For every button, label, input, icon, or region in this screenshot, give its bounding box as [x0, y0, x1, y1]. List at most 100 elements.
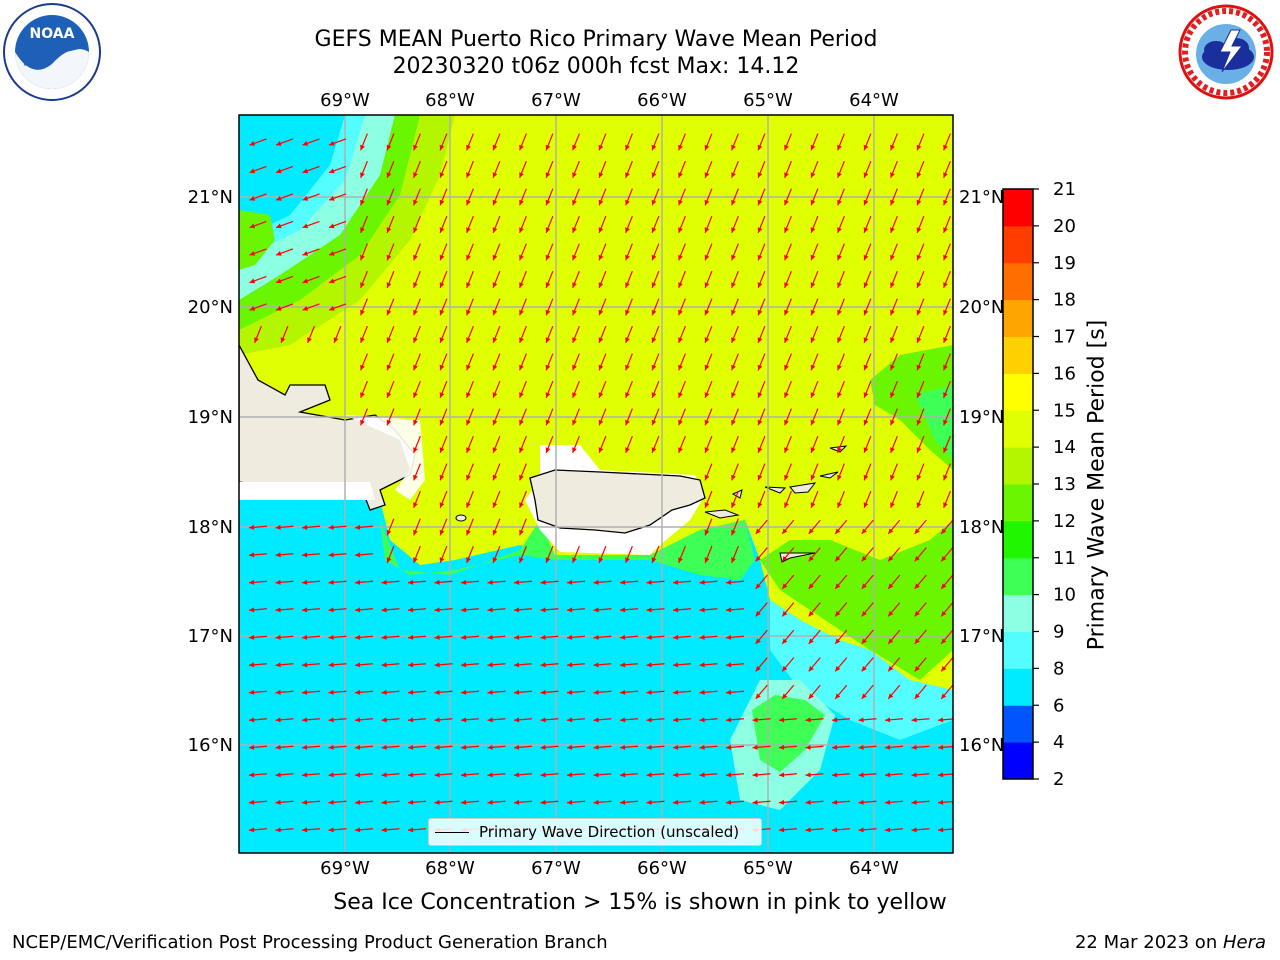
wave-arrow-head — [808, 555, 814, 562]
wave-arrow-head — [911, 827, 917, 833]
wave-arrow-head — [386, 282, 392, 288]
wave-arrow-head — [275, 552, 281, 558]
wave-arrow-head — [540, 634, 546, 640]
colorbar-segment — [1003, 373, 1033, 411]
wave-arrow-head — [434, 689, 440, 695]
wave-arrow-head — [890, 392, 895, 398]
wave-arrow-head — [545, 392, 551, 398]
wave-arrow-head — [810, 282, 816, 288]
wave-arrow-head — [598, 144, 604, 151]
wave-arrow-head — [328, 717, 334, 723]
wave-arrow-head — [386, 144, 392, 151]
wave-arrow-head — [466, 282, 471, 288]
wave-arrow-head — [276, 306, 282, 311]
wave-arrow-head — [598, 227, 604, 233]
wave-arrow-head — [861, 638, 867, 644]
wave-arrow-head — [519, 227, 524, 233]
period-band-ne-darker — [915, 385, 953, 460]
wave-arrow-head — [276, 196, 282, 201]
wave-arrow-head — [678, 254, 683, 261]
wave-arrow-head — [413, 309, 418, 316]
wave-arrow-head — [466, 419, 471, 426]
wave-arrow-head — [439, 447, 445, 453]
wave-arrow-head — [808, 693, 814, 699]
wave-arrow-head — [249, 772, 255, 778]
wave-arrow-head — [916, 392, 922, 398]
wave-arrow-head — [678, 172, 683, 178]
wave-arrow-head — [784, 474, 789, 481]
wave-arrow-head — [784, 502, 789, 508]
wave-arrow-head — [625, 309, 630, 316]
lon-label-bottom: 64°W — [849, 858, 899, 879]
wave-arrow-head — [731, 227, 736, 233]
wave-arrow-head — [808, 583, 814, 589]
wave-arrow-head — [888, 638, 894, 644]
latitude-labels-left: 21°N 20°N 19°N 18°N 17°N 16°N — [188, 187, 233, 756]
wave-arrow-head — [943, 309, 948, 316]
wave-arrow-head — [837, 337, 842, 343]
wave-arrow-head — [355, 717, 361, 723]
wave-arrow-head — [810, 254, 816, 261]
wave-arrow-head — [328, 607, 334, 613]
wave-arrow-head — [810, 392, 816, 398]
wave-arrow-head — [355, 552, 361, 558]
wave-arrow-head — [461, 579, 467, 585]
wave-arrow-head — [757, 172, 763, 178]
colorbar-segment — [1003, 668, 1033, 706]
wave-arrow-head — [302, 306, 309, 311]
wave-arrow-head — [810, 337, 816, 343]
wave-arrow-head — [890, 337, 895, 343]
wave-arrow-head — [360, 419, 365, 426]
wave-arrow-head — [699, 744, 705, 750]
wave-arrow-head — [519, 392, 524, 398]
wave-arrow-head — [461, 662, 467, 668]
wave-arrow-head — [625, 254, 630, 261]
wave-arrow-head — [782, 610, 788, 617]
wave-arrow-head — [885, 717, 891, 723]
lat-label-left: 18°N — [188, 517, 233, 538]
wave-arrow-head — [545, 557, 551, 563]
wave-arrow-head — [858, 799, 864, 805]
wave-arrow-head — [329, 196, 335, 201]
wave-arrow-head — [835, 555, 841, 562]
wave-arrow-head — [355, 662, 361, 668]
wave-arrow-head — [890, 474, 895, 481]
colorbar-segment — [1003, 742, 1033, 780]
wave-arrow-head — [726, 607, 732, 613]
colorbar-tick-label: 11 — [1053, 548, 1076, 569]
wave-arrow-head — [545, 447, 551, 453]
wave-arrow-head — [938, 744, 944, 750]
no-data-strip — [239, 482, 375, 500]
lon-label-top: 64°W — [849, 90, 899, 111]
lat-label-right: 21°N — [959, 187, 1004, 208]
wave-arrow-head — [540, 662, 546, 668]
wave-arrow-head — [704, 502, 710, 508]
chart-subtitle: 20230320 t06z 000h fcst Max: 14.12 — [392, 54, 800, 79]
wave-arrow-head — [863, 227, 869, 233]
colorbar-segment — [1003, 299, 1033, 337]
wave-arrow-head — [755, 693, 761, 699]
chart-title: GEFS MEAN Puerto Rico Primary Wave Mean … — [314, 27, 878, 52]
wave-arrow-head — [916, 199, 922, 206]
wave-arrow-head — [572, 199, 577, 206]
wave-arrow-head — [413, 144, 418, 151]
colorbar-tick-label: 16 — [1053, 363, 1076, 384]
wave-arrow-head — [620, 662, 626, 668]
wave-arrow-head — [249, 278, 256, 284]
wave-arrow-head — [914, 528, 920, 534]
wave-arrow-head — [439, 282, 445, 288]
wave-arrow-head — [755, 583, 761, 589]
wave-arrow-head — [329, 223, 335, 229]
wave-arrow-head — [439, 419, 445, 426]
wave-arrow-head — [885, 799, 891, 805]
wave-arrow-head — [941, 610, 947, 617]
wave-arrow-head — [461, 689, 467, 695]
wave-arrow-head — [381, 744, 387, 750]
wave-arrow-head — [598, 447, 604, 453]
wave-arrow-head — [890, 199, 895, 206]
wave-arrow-head — [492, 419, 498, 426]
wave-arrow-head — [381, 827, 387, 833]
wave-arrow-head — [858, 744, 864, 750]
wave-arrow-head — [386, 172, 392, 178]
